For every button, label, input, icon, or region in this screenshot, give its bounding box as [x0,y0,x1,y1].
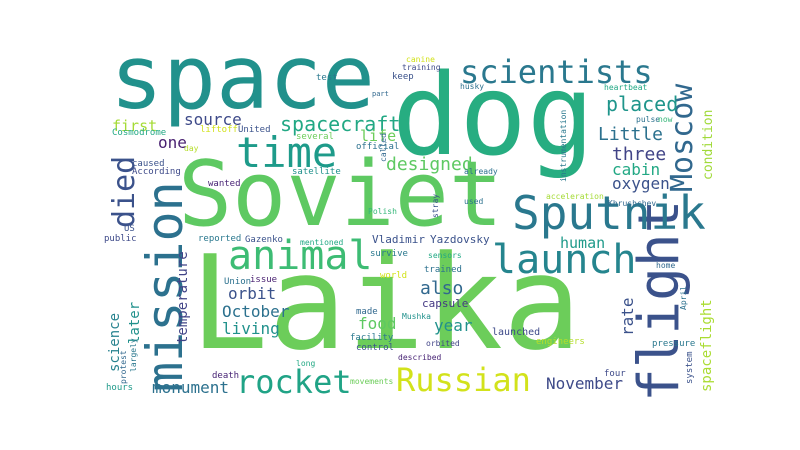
word-khrushchev: Khrushchev [608,199,657,208]
word-system: system [685,351,695,384]
word-protest: protest [119,350,128,384]
word-already: already [464,167,498,176]
word-long: long [296,359,316,368]
word-death: death [212,371,240,381]
word-called: called [379,133,388,162]
word-engineers: engineers [536,337,585,347]
word-mentioned: mentioned [300,238,344,247]
word-satellite: satellite [292,167,341,177]
word-also: also [420,278,464,299]
word-control: control [356,343,394,353]
word-spacecraft: spacecraft [280,112,401,136]
word-launch: launch [492,237,637,283]
word-issue: issue [250,275,278,285]
word-official: official [356,142,400,152]
word-space: space [110,26,375,129]
word-pressure: pressure [652,339,696,349]
word-rate: rate [618,297,637,336]
word-liftoff: liftoff [200,125,238,135]
word-heartbeat: heartbeat [604,83,648,92]
word-cabin: cabin [612,160,661,179]
word-day: day [184,144,199,153]
word-world: world [380,271,408,281]
word-food: food [358,314,397,333]
word-several: several [296,132,334,142]
word-described: described [398,353,442,362]
word-scientists: scientists [460,53,653,91]
word-rocket: rocket [236,363,352,401]
word-wanted: wanted [208,179,241,189]
word-keep: keep [392,72,414,82]
word-instrumentation: instrumentation [559,109,568,182]
word-sputnik: Sputnik [512,186,706,240]
word-human: human [560,234,606,252]
word-condition: condition [701,109,716,180]
word-according: According [132,167,181,177]
word-public: public [104,234,137,244]
word-launched: launched [492,327,541,338]
word-survive: survive [370,249,408,259]
word-canine: canine [406,55,435,64]
word-caused: caused [132,159,165,169]
word-laika: Laika [190,227,582,379]
word-russian: Russian [396,361,531,399]
word-pulse: pulse [636,115,661,124]
word-test: test [316,73,338,83]
word-yazdovsky: Yazdovsky [430,233,490,246]
word-orbited: orbited [426,339,460,348]
word-april: April [679,285,688,310]
word-movements: movements [350,377,394,386]
word-husky: husky [460,82,485,91]
word-oxygen: oxygen [612,174,670,193]
word-animal: animal [228,233,373,279]
word-first: first [112,117,158,135]
word-one: one [158,133,187,152]
word-united: United [238,125,271,135]
word-soviet: Soviet [178,142,504,247]
word-sensors: sensors [428,251,462,260]
word-cosmodrome: Cosmodrome [112,128,167,138]
word-union: Union [224,277,252,287]
word-little: Little [598,124,664,145]
word-october: October [222,302,290,321]
word-spaceflight: spaceflight [699,299,715,392]
word-vladimir: Vladimir [372,233,425,246]
word-capsule: capsule [422,297,469,310]
word-now: now [658,115,673,124]
word-hours: hours [106,383,134,393]
word-designed: designed [386,154,473,175]
word-living: living [222,319,280,338]
word-life: life [360,127,397,145]
word-stray: stray [431,193,440,218]
word-source: source [184,110,242,129]
word-gazenko: Gazenko [245,235,283,245]
word-made: made [356,307,378,317]
word-dog: dog [392,51,595,181]
word-four: four [604,369,626,379]
word-us: US [124,224,135,234]
word-temperature: temperature [175,251,191,344]
word-monument: monument [152,378,230,397]
word-training: training [402,63,441,72]
word-polish: Polish [368,207,397,216]
word-time: time [236,128,338,177]
word-largely: largely [129,338,138,372]
word-facility: facility [350,333,394,343]
word-reported: reported [198,234,242,244]
word-orbit: orbit [228,284,277,303]
word-muskka: Mushka [402,312,431,321]
word-home: home [656,261,676,270]
word-trained: trained [424,265,462,275]
word-used: used [464,197,484,206]
word-acceleration: acceleration [546,192,604,201]
word-three: three [612,144,667,165]
word-part: part [372,90,389,98]
word-november: November [546,374,624,393]
word-year: year [434,316,473,335]
word-placed: placed [606,92,679,116]
